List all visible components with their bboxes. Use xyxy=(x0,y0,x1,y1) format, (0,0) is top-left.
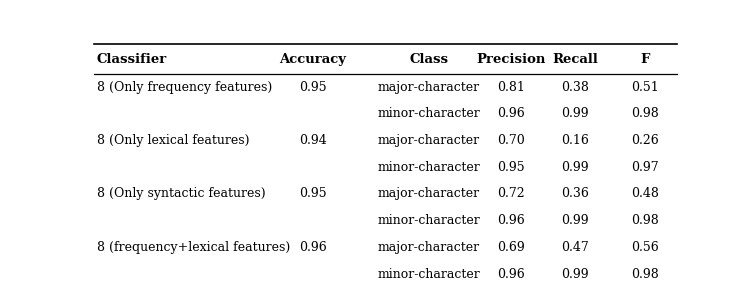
Text: 0.81: 0.81 xyxy=(497,81,525,93)
Text: 0.96: 0.96 xyxy=(497,107,525,120)
Text: 8 (frequency+lexical features): 8 (frequency+lexical features) xyxy=(97,241,290,254)
Text: major-character: major-character xyxy=(378,241,481,254)
Text: Class: Class xyxy=(410,53,449,66)
Text: 0.95: 0.95 xyxy=(299,81,326,93)
Text: 0.99: 0.99 xyxy=(561,161,589,174)
Text: 0.95: 0.95 xyxy=(497,161,524,174)
Text: 0.98: 0.98 xyxy=(631,107,659,120)
Text: 0.99: 0.99 xyxy=(561,268,589,280)
Text: 0.97: 0.97 xyxy=(631,161,659,174)
Text: 0.56: 0.56 xyxy=(631,241,659,254)
Text: 0.16: 0.16 xyxy=(561,134,589,147)
Text: 0.47: 0.47 xyxy=(561,241,589,254)
Text: minor-character: minor-character xyxy=(378,214,481,227)
Text: F: F xyxy=(640,53,650,66)
Text: minor-character: minor-character xyxy=(378,161,481,174)
Text: 0.51: 0.51 xyxy=(631,81,659,93)
Text: 0.70: 0.70 xyxy=(497,134,525,147)
Text: 0.38: 0.38 xyxy=(561,81,589,93)
Text: 0.98: 0.98 xyxy=(631,268,659,280)
Text: 0.96: 0.96 xyxy=(299,241,326,254)
Text: 0.99: 0.99 xyxy=(561,107,589,120)
Text: 0.96: 0.96 xyxy=(497,268,525,280)
Text: major-character: major-character xyxy=(378,188,481,201)
Text: 0.95: 0.95 xyxy=(299,188,326,201)
Text: major-character: major-character xyxy=(378,134,481,147)
Text: Precision: Precision xyxy=(476,53,545,66)
Text: 0.99: 0.99 xyxy=(561,214,589,227)
Text: 8 (Only lexical features): 8 (Only lexical features) xyxy=(97,134,250,147)
Text: minor-character: minor-character xyxy=(378,268,481,280)
Text: 0.48: 0.48 xyxy=(631,188,659,201)
Text: major-character: major-character xyxy=(378,81,481,93)
Text: minor-character: minor-character xyxy=(378,107,481,120)
Text: 8 (Only frequency features): 8 (Only frequency features) xyxy=(97,81,272,93)
Text: Accuracy: Accuracy xyxy=(279,53,346,66)
Text: 0.36: 0.36 xyxy=(561,188,589,201)
Text: 0.26: 0.26 xyxy=(631,134,659,147)
Text: 0.72: 0.72 xyxy=(497,188,524,201)
Text: 0.98: 0.98 xyxy=(631,214,659,227)
Text: Classifier: Classifier xyxy=(97,53,167,66)
Text: 0.94: 0.94 xyxy=(299,134,326,147)
Text: 8 (Only syntactic features): 8 (Only syntactic features) xyxy=(97,188,265,201)
Text: Recall: Recall xyxy=(552,53,598,66)
Text: 0.96: 0.96 xyxy=(497,214,525,227)
Text: 0.69: 0.69 xyxy=(497,241,525,254)
